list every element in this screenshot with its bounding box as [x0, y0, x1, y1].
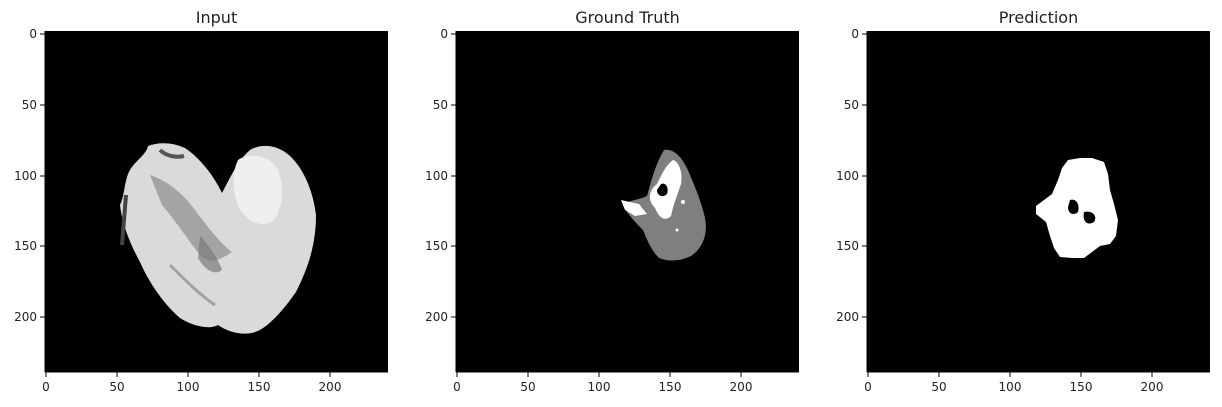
x-tick-label: 100	[588, 380, 611, 394]
ground-truth-plot: 0 50 100 150 200 0 50 100 150 200	[425, 27, 799, 394]
x-tick-label: 0	[864, 380, 872, 394]
panel-ground-truth: Ground Truth 0 50 100 150 200 0	[411, 0, 801, 407]
x-tick-label: 200	[319, 380, 342, 394]
x-tick-label: 150	[248, 380, 271, 394]
prediction-mask	[1036, 158, 1118, 258]
x-tick-label: 100	[177, 380, 200, 394]
x-tick-label: 150	[659, 380, 682, 394]
y-tick-label: 50	[22, 98, 37, 112]
y-tick-label: 100	[425, 169, 448, 183]
x-tick-label: 0	[453, 380, 461, 394]
x-tick-label: 50	[109, 380, 124, 394]
x-tick-label: 200	[730, 380, 753, 394]
panel-input: Input 0 50 100 150 200 0	[0, 0, 390, 407]
y-tick-label: 150	[836, 239, 859, 253]
panel-title: Input	[195, 8, 238, 27]
y-tick-label: 100	[836, 169, 859, 183]
y-tick-label: 0	[851, 27, 859, 41]
input-plot: 0 50 100 150 200 0 50 100 150 200	[14, 27, 388, 394]
x-tick-label: 200	[1141, 380, 1164, 394]
y-tick-label: 50	[433, 98, 448, 112]
y-tick-label: 0	[440, 27, 448, 41]
prediction-plot: 0 50 100 150 200 0 50 100 150 200	[836, 27, 1210, 394]
x-tick-label: 0	[42, 380, 50, 394]
x-tick-label: 150	[1070, 380, 1093, 394]
panel-title: Ground Truth	[575, 8, 680, 27]
y-tick-label: 150	[425, 239, 448, 253]
ground-truth-mask	[621, 149, 706, 261]
image-area	[867, 31, 1210, 372]
panel-prediction: Prediction 0 50 100 150 200 0 50	[822, 0, 1212, 407]
y-tick-label: 100	[14, 169, 37, 183]
x-tick-label: 50	[931, 380, 946, 394]
y-tick-label: 200	[836, 310, 859, 324]
y-tick-label: 50	[844, 98, 859, 112]
y-tick-label: 150	[14, 239, 37, 253]
x-tick-label: 50	[520, 380, 535, 394]
y-tick-label: 200	[425, 310, 448, 324]
y-tick-label: 0	[29, 27, 37, 41]
brain-image	[120, 143, 316, 334]
panel-title: Prediction	[998, 8, 1079, 27]
y-tick-label: 200	[14, 310, 37, 324]
x-tick-label: 100	[999, 380, 1022, 394]
